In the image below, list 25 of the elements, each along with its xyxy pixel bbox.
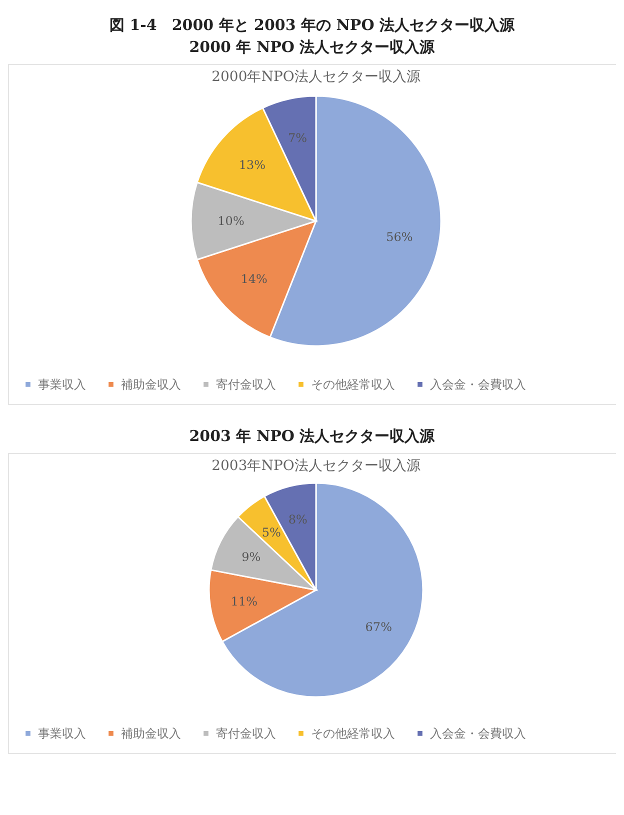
legend-label: 補助金収入 <box>121 726 181 740</box>
legend-label: その他経常収入 <box>311 726 395 740</box>
legend-label: 寄付金収入 <box>216 377 276 392</box>
data-label: 13% <box>238 158 266 172</box>
legend-label: 補助金収入 <box>121 377 181 392</box>
legend-label: 事業収入 <box>38 377 86 392</box>
legend-label: 入会金・会費収入 <box>430 726 526 740</box>
chart-title: 図 1-4 2000 年と 2003 年の NPO 法人セクター収入源 <box>108 15 516 36</box>
legend-label: 寄付金収入 <box>216 726 276 740</box>
legend-label: 入会金・会費収入 <box>430 377 526 392</box>
text: 2003年NPO法人セクター収入源 <box>212 458 420 474</box>
legend-label: 事業収入 <box>38 726 86 740</box>
legend-label: その他経常収入 <box>311 377 395 392</box>
data-label: 7% <box>288 131 307 146</box>
data-label: 9% <box>242 550 261 564</box>
chart-subtitle: 2000 年 NPO 法人セクター収入源 <box>188 37 436 58</box>
data-label: 56% <box>386 230 413 244</box>
data-label: 14% <box>240 272 268 286</box>
data-label: 10% <box>218 214 244 228</box>
data-label: 8% <box>288 512 308 527</box>
data-label: 11% <box>230 594 258 608</box>
chart-title: 2003 年 NPO 法人セクター収入源 <box>188 426 436 447</box>
text: 2000年NPO法人セクター収入源 <box>212 69 420 85</box>
data-label: 5% <box>262 526 281 540</box>
data-label: 67% <box>365 620 392 634</box>
